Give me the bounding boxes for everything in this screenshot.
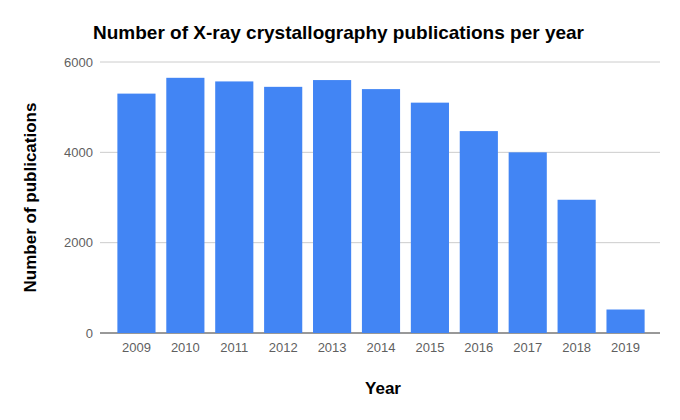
x-tick-label: 2011 [220,340,248,355]
bar [606,310,644,333]
y-axis-label: Number of publications [21,103,40,293]
bars [117,78,644,333]
bar [166,78,204,333]
bar [362,89,400,333]
bar [215,81,253,333]
bar [509,152,547,333]
title: Number of X-ray crystallography publicat… [93,22,585,43]
x-tick-label: 2013 [318,340,347,355]
grid [100,62,660,333]
x-tick-label: 2015 [415,340,444,355]
bar [411,103,449,333]
y-tick-label: 6000 [64,55,93,70]
bar [313,80,351,333]
y-tick-label: 0 [86,326,93,341]
chart-container: 0 2000 4000 6000 2009 2010 2011 2012 2013 2014 201… [0,0,680,420]
bar [264,87,302,333]
grid-line [100,62,660,63]
x-tick-label: 2009 [122,340,151,355]
x-tick-label: 2018 [562,340,591,355]
x-axis-label: Year [365,379,401,398]
bar [117,94,155,333]
x-tick-label: 2010 [171,340,200,355]
x-tick-label: 2017 [513,340,542,355]
x-tick-label: 2016 [464,340,493,355]
y-tick-label: 2000 [64,235,93,250]
chart-svg: 0 2000 4000 6000 2009 2010 2011 2012 2013 2014 201… [0,0,680,420]
bar [460,131,498,333]
bar [558,200,596,333]
x-tick-label: 2019 [611,340,640,355]
x-tick-label: 2012 [269,340,298,355]
x-tick-label: 2014 [367,340,396,355]
y-tick-label: 4000 [64,145,93,160]
